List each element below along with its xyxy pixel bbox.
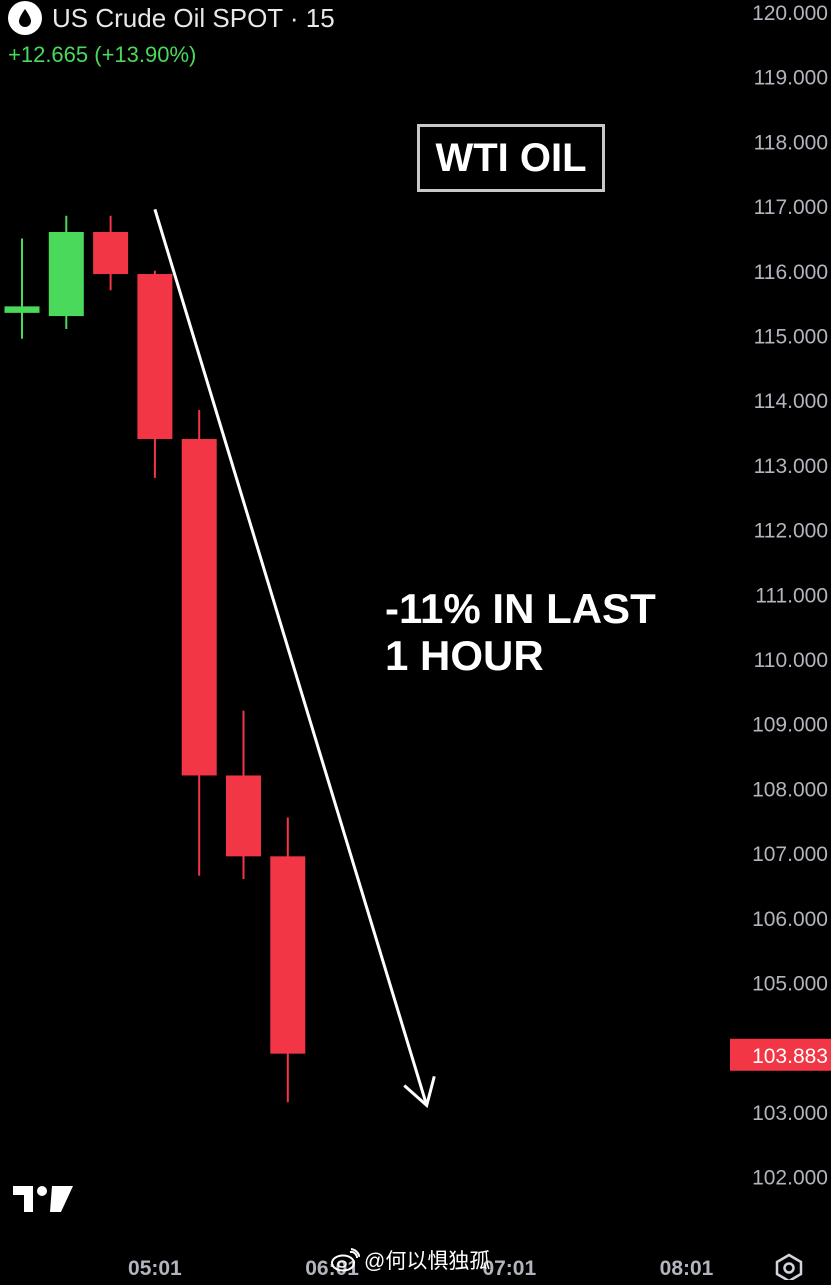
price-tick-label: 106.000 [752, 908, 828, 931]
price-tick-label: 102.000 [752, 1167, 828, 1190]
annotation-line-2: 1 HOUR [385, 632, 544, 679]
current-price-tag: 103.883 [730, 1038, 831, 1071]
candle[interactable] [270, 817, 306, 1103]
candle-body [226, 775, 261, 857]
price-tick-label: 107.000 [752, 843, 828, 866]
candle[interactable] [4, 238, 40, 339]
price-tag-background [730, 1038, 831, 1071]
trend-arrow [153, 208, 436, 1109]
settings-icon[interactable] [772, 1252, 806, 1283]
chart-header: US Crude Oil SPOT · 15 +12.665 (+13.90%) [8, 0, 335, 68]
candle[interactable] [93, 215, 129, 291]
time-axis[interactable]: 05:01 06:01 07:01 08:01 [128, 1257, 714, 1280]
price-tick-label: 116.000 [754, 261, 828, 284]
price-tick-label: 113.000 [754, 455, 828, 478]
watermark: @何以惧独孤 [330, 1245, 490, 1275]
wti-oil-badge: WTI OIL [417, 124, 605, 192]
price-axis[interactable]: 120.000 119.000 118.000 117.000 116.000 115.0… [752, 2, 828, 1190]
candle-body [93, 231, 129, 275]
candle-body [137, 274, 173, 440]
candle-body [181, 439, 217, 776]
candle-body [270, 856, 306, 1054]
drop-annotation: -11% IN LAST 1 HOUR [385, 585, 656, 679]
price-tick-label: 120.000 [752, 2, 828, 25]
annotation-line-1: -11% IN LAST [385, 585, 656, 632]
price-tick-label: 119.000 [754, 67, 828, 90]
candle[interactable] [137, 270, 173, 478]
candle-body [48, 231, 84, 317]
price-tick-label: 109.000 [752, 714, 828, 737]
price-change: +12.665 (+13.90%) [8, 42, 197, 67]
price-tick-label: 112.000 [754, 520, 828, 543]
trend-arrow-line [153, 208, 429, 1106]
price-tick-label: 105.000 [752, 973, 828, 996]
candles-layer [4, 215, 306, 1103]
time-tick-label: 07:01 [482, 1257, 536, 1280]
candle[interactable] [226, 710, 261, 879]
time-tick-label: 08:01 [660, 1257, 714, 1280]
price-tag-label: 103.883 [752, 1045, 828, 1068]
symbol-title: US Crude Oil SPOT · 15 [52, 2, 335, 33]
price-tick-label: 108.000 [752, 778, 828, 801]
oil-drop-icon [8, 1, 42, 35]
price-tick-label: 111.000 [755, 584, 828, 607]
tradingview-logo[interactable] [13, 1183, 75, 1215]
price-tick-label: 103.000 [752, 1102, 828, 1125]
weibo-icon [331, 1248, 360, 1272]
candle-body [4, 306, 40, 313]
price-tick-label: 118.000 [754, 131, 828, 154]
time-tick-label: 05:01 [128, 1257, 182, 1280]
candle[interactable] [48, 215, 84, 330]
trend-arrow-head [403, 1076, 436, 1109]
watermark-text: @何以惧独孤 [364, 1250, 491, 1273]
price-tick-label: 117.000 [754, 196, 828, 219]
symbol-title-row[interactable]: US Crude Oil SPOT · 15 [8, 0, 335, 36]
price-tick-label: 110.000 [754, 649, 828, 672]
candle[interactable] [181, 409, 217, 876]
price-tick-label: 114.000 [754, 390, 828, 413]
price-tick-label: 115.000 [754, 326, 828, 349]
